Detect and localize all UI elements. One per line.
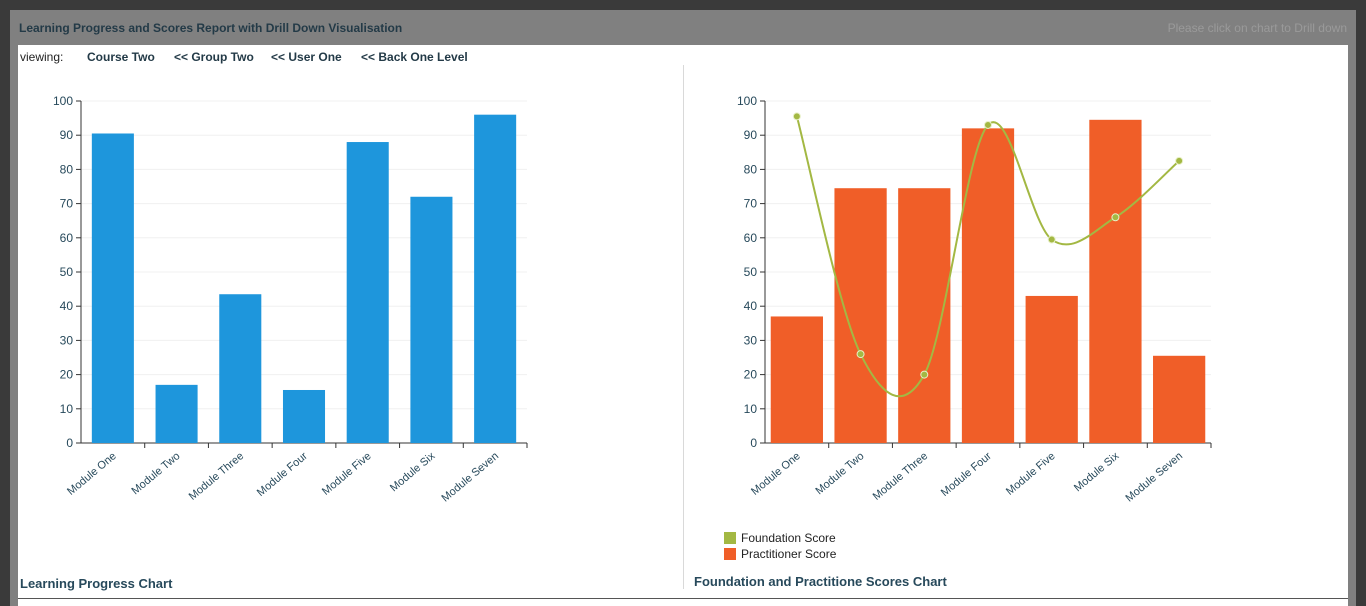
scores-y-tick-label: 60	[744, 231, 758, 245]
scores-y-tick-label: 10	[744, 402, 758, 416]
progress-bar-module-five	[346, 142, 389, 443]
scores-x-tick-label: Module Five	[1004, 450, 1058, 498]
scores-y-tick-label: 20	[744, 368, 758, 382]
foundation-point-module-six	[1111, 213, 1120, 222]
foundation-point-module-two	[856, 350, 865, 359]
legend-label-foundation: Foundation Score	[741, 531, 836, 545]
scores-y-tick-label: 30	[744, 333, 758, 347]
chart-divider	[683, 65, 684, 589]
progress-y-tick-label: 50	[60, 265, 74, 279]
progress-bar-module-three	[219, 294, 262, 443]
progress-y-tick-label: 70	[60, 197, 74, 211]
drill-down-hint: Please click on chart to Drill down	[1167, 21, 1347, 35]
legend-label-practitioner: Practitioner Score	[741, 547, 837, 561]
breadcrumb-course[interactable]: Course Two	[87, 50, 155, 64]
practitioner-bar-module-six	[1089, 119, 1142, 443]
progress-y-tick-label: 60	[60, 231, 74, 245]
legend-swatch-practitioner	[724, 548, 736, 560]
progress-x-tick-label: Module Four	[255, 450, 310, 499]
report-content: viewing: Course Two << Group Two << User…	[18, 45, 1348, 606]
progress-bar-module-two	[155, 384, 198, 443]
progress-x-tick-label: Module Three	[187, 450, 247, 503]
legend-item-practitioner[interactable]: Practitioner Score	[724, 546, 836, 562]
progress-y-tick-label: 100	[53, 94, 73, 108]
foundation-point-module-seven	[1175, 156, 1184, 165]
scores-chart-title: Foundation and Practitione Scores Chart	[694, 574, 947, 589]
breadcrumb-group[interactable]: << Group Two	[174, 50, 254, 64]
practitioner-bar-module-seven	[1153, 355, 1206, 443]
report-panel: Learning Progress and Scores Report with…	[10, 10, 1356, 606]
foundation-score-line	[795, 116, 1180, 398]
progress-y-tick-label: 0	[66, 436, 73, 450]
progress-x-tick-label: Module Five	[320, 450, 374, 498]
scores-x-tick-label: Module Three	[871, 450, 931, 503]
legend-swatch-foundation	[724, 532, 736, 544]
progress-y-tick-label: 80	[60, 162, 74, 176]
foundation-point-module-one	[792, 112, 801, 121]
scores-y-tick-label: 90	[744, 128, 758, 142]
scores-y-tick-label: 70	[744, 197, 758, 211]
progress-bar-module-one	[91, 133, 134, 444]
report-title: Learning Progress and Scores Report with…	[19, 21, 403, 35]
scores-y-tick-label: 100	[737, 94, 757, 108]
progress-bar-module-four	[282, 389, 326, 443]
scores-x-tick-label: Module One	[749, 450, 803, 498]
progress-bar-module-six	[410, 196, 453, 443]
progress-y-tick-label: 90	[60, 128, 74, 142]
foundation-point-module-three	[920, 370, 929, 379]
foundation-point-module-five	[1047, 235, 1056, 244]
progress-x-tick-label: Module Seven	[439, 450, 501, 504]
scores-y-tick-label: 0	[750, 436, 757, 450]
back-one-level-link[interactable]: << Back One Level	[361, 50, 468, 64]
viewing-label: viewing:	[20, 50, 64, 64]
progress-y-tick-label: 30	[60, 333, 74, 347]
breadcrumb-user[interactable]: << User One	[271, 50, 342, 64]
scores-x-tick-label: Module Six	[1072, 450, 1122, 494]
practitioner-bar-module-one	[770, 316, 823, 443]
progress-x-tick-label: Module Two	[130, 450, 183, 497]
scores-y-tick-label: 40	[744, 299, 758, 313]
practitioner-bar-module-two	[834, 188, 887, 443]
progress-y-tick-label: 20	[60, 368, 74, 382]
scores-y-tick-label: 80	[744, 162, 758, 176]
scores-chart-legend: Foundation Score Practitioner Score	[724, 530, 836, 562]
learning-progress-chart-title: Learning Progress Chart	[20, 576, 173, 591]
practitioner-bar-module-five	[1025, 295, 1078, 443]
legend-item-foundation[interactable]: Foundation Score	[724, 530, 836, 546]
progress-y-tick-label: 10	[60, 402, 74, 416]
bottom-divider	[18, 598, 1348, 599]
progress-bar-module-seven	[474, 114, 517, 444]
progress-x-tick-label: Module Six	[388, 450, 438, 494]
progress-x-tick-label: Module One	[65, 450, 119, 498]
scores-x-tick-label: Module Four	[939, 450, 994, 499]
foundation-point-module-four	[984, 120, 992, 129]
progress-y-tick-label: 40	[60, 299, 74, 313]
scores-y-tick-label: 50	[744, 265, 758, 279]
scores-x-tick-label: Module Two	[814, 450, 867, 497]
scores-x-tick-label: Module Seven	[1123, 450, 1185, 504]
practitioner-bar-module-four	[961, 128, 1015, 444]
